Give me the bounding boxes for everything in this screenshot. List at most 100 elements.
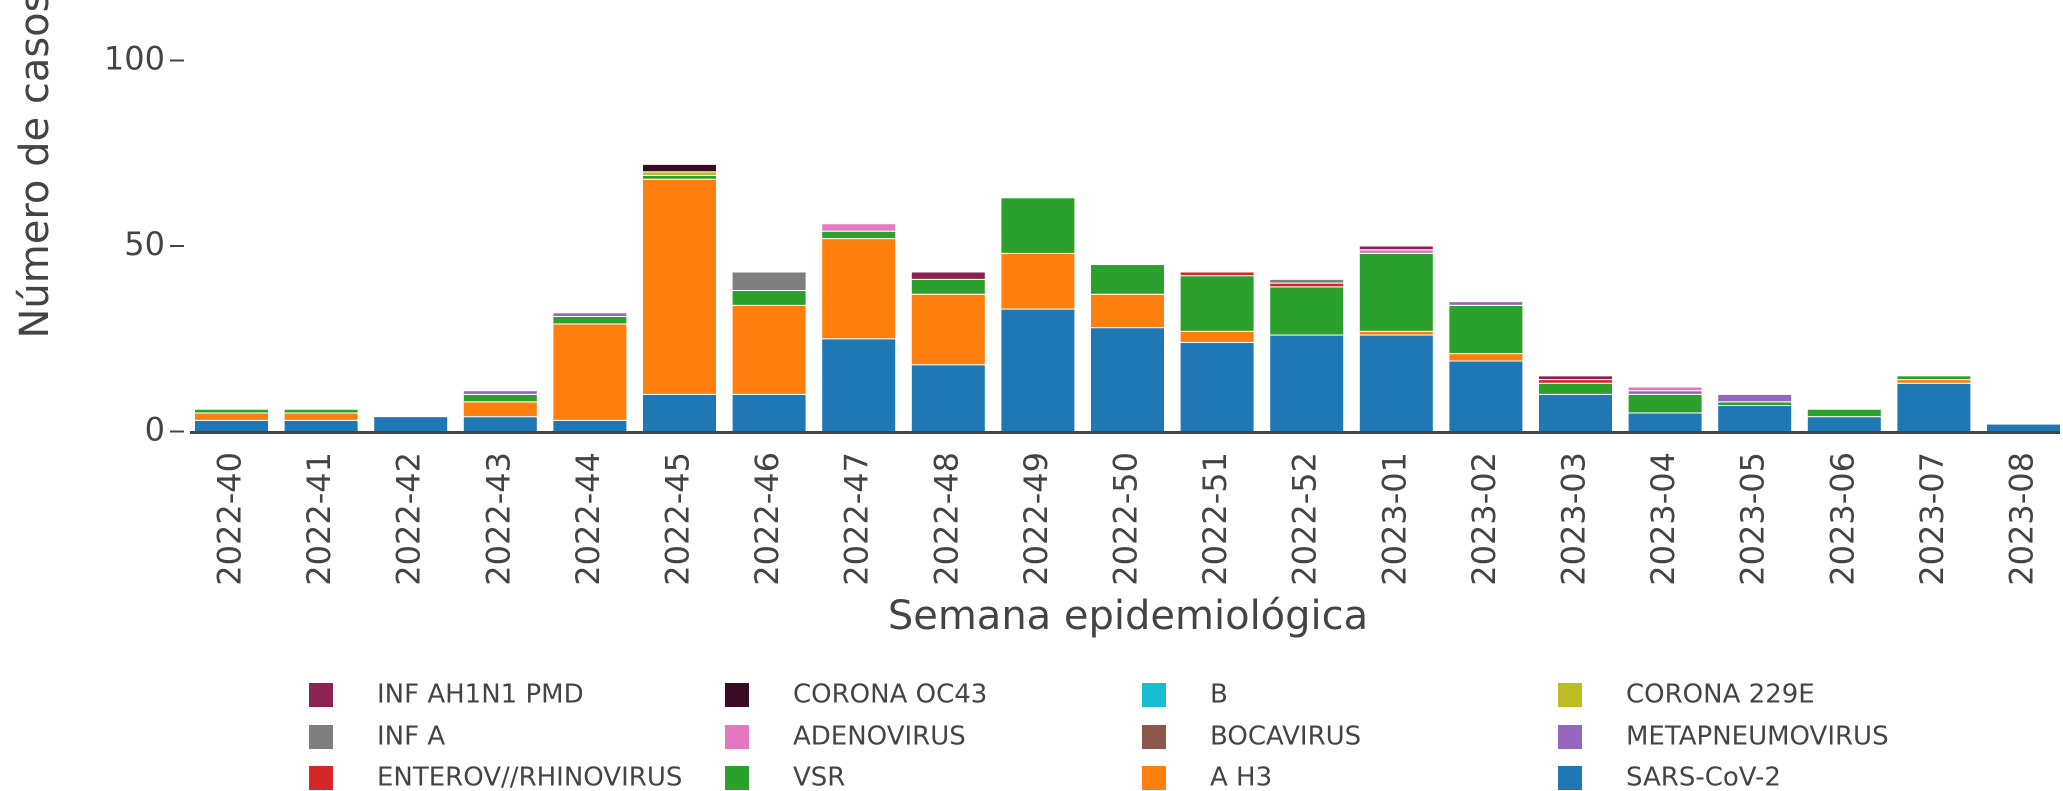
bar-segment [194,412,269,421]
bar-segment [731,271,807,292]
bar-segment [731,393,807,432]
x-tick-label: 2023-03 [1555,452,1593,586]
bar-segment [1627,412,1703,433]
bar-segment [910,278,986,295]
bar-segment [1358,252,1434,332]
legend-label: INF A [377,722,445,752]
bar-segment [552,315,628,325]
legend-label: CORONA OC43 [793,680,987,710]
bar-segment [1627,390,1703,395]
bar-segment [1717,405,1793,432]
x-tick-label: 2022-44 [569,452,607,586]
x-tick-label: 2023-07 [1913,452,1951,586]
legend-swatch [309,766,333,790]
bar-segment [1000,252,1076,310]
bar-segment [910,271,986,280]
bar-segment [283,412,359,421]
x-tick-label: 2022-40 [211,452,249,586]
bar-segment [1448,353,1524,362]
bar-segment [1717,401,1793,407]
legend-swatch [725,725,749,749]
bar-segment [1090,293,1165,329]
bar-segment [1448,304,1524,355]
bar-segment [1358,249,1434,254]
legend-swatch [1142,725,1166,749]
bar-segment [462,390,538,395]
y-tick-label: 100 [104,40,165,78]
bar-segment [731,290,807,306]
x-tick-label: 2022-52 [1286,452,1324,586]
x-tick-label: 2022-47 [838,452,876,586]
bar-segment [1000,197,1076,254]
bar-segment [552,323,628,421]
bar-segment [1627,386,1703,392]
bar-segment [1269,282,1345,288]
bar-segment [731,304,807,395]
x-tick-label: 2022-51 [1196,452,1234,586]
bar-segment [1358,245,1434,251]
bar-segment [1717,393,1793,403]
x-tick-label: 2023-08 [2003,452,2041,586]
legend-label: B [1210,680,1228,710]
bar-segment [1179,330,1255,343]
legend-swatch [1142,683,1166,707]
bar-segment [1896,375,1972,381]
bar-segment [1090,264,1165,295]
bar-segment [1090,327,1165,432]
x-tick-label: 2023-01 [1375,452,1413,586]
legend-swatch [725,766,749,790]
x-tick-label: 2023-04 [1644,452,1682,586]
x-tick-label: 2023-06 [1823,452,1861,586]
bar-segment [1448,360,1524,433]
bar-segment [1538,393,1613,432]
x-tick-label: 2022-49 [1017,452,1055,586]
bar-segment [1448,301,1524,306]
legend-label: VSR [793,763,845,791]
legend-swatch [1558,683,1582,707]
bar-segment [1179,341,1255,432]
bar-segment [821,338,897,432]
legend-label: A H3 [1210,763,1272,791]
bar-segment [1538,379,1613,384]
legend-label: BOCAVIRUS [1210,722,1361,752]
legend-label: ADENOVIRUS [793,722,966,752]
bar-segment [462,416,538,433]
legend-swatch [309,683,333,707]
bar-segment [1896,382,1972,432]
x-tick-label: 2022-41 [300,452,338,586]
bar-segment [283,419,359,432]
x-tick-label: 2022-42 [390,452,428,586]
bar-segment [462,393,538,403]
bar-segment [1538,382,1613,395]
bar-segment [1627,393,1703,414]
y-tick-label: 50 [124,225,165,263]
bar-segment [283,408,359,414]
legend-swatch [1558,725,1582,749]
bar-segment [194,408,269,414]
x-tick-label: 2023-05 [1734,452,1772,586]
y-axis-title: Número de casos [12,0,58,338]
bar-segment [1000,308,1076,433]
bar-segment [642,171,717,177]
legend-label: INF AH1N1 PMD [377,680,584,710]
legend-label: ENTEROV//RHINOVIRUS [377,763,682,791]
bar-segment [642,163,717,173]
x-tick-label: 2022-46 [748,452,786,586]
bar-segment [1358,334,1434,433]
bar-segment [1179,271,1255,277]
bar-segment [821,230,897,240]
bar-segment [642,178,717,395]
bar-segment [642,175,717,180]
legend-label: SARS-CoV-2 [1626,763,1781,791]
bar-segment [910,364,986,432]
legend-swatch [1558,766,1582,790]
legend-swatch [309,725,333,749]
bar-segment [1358,330,1434,336]
y-tick-label: 0 [145,411,165,449]
legend-label: METAPNEUMOVIRUS [1626,722,1889,752]
bar-segment [642,393,717,432]
bar-segment [1806,416,1882,433]
x-tick-label: 2022-43 [479,452,517,586]
legend-swatch [1142,766,1166,790]
